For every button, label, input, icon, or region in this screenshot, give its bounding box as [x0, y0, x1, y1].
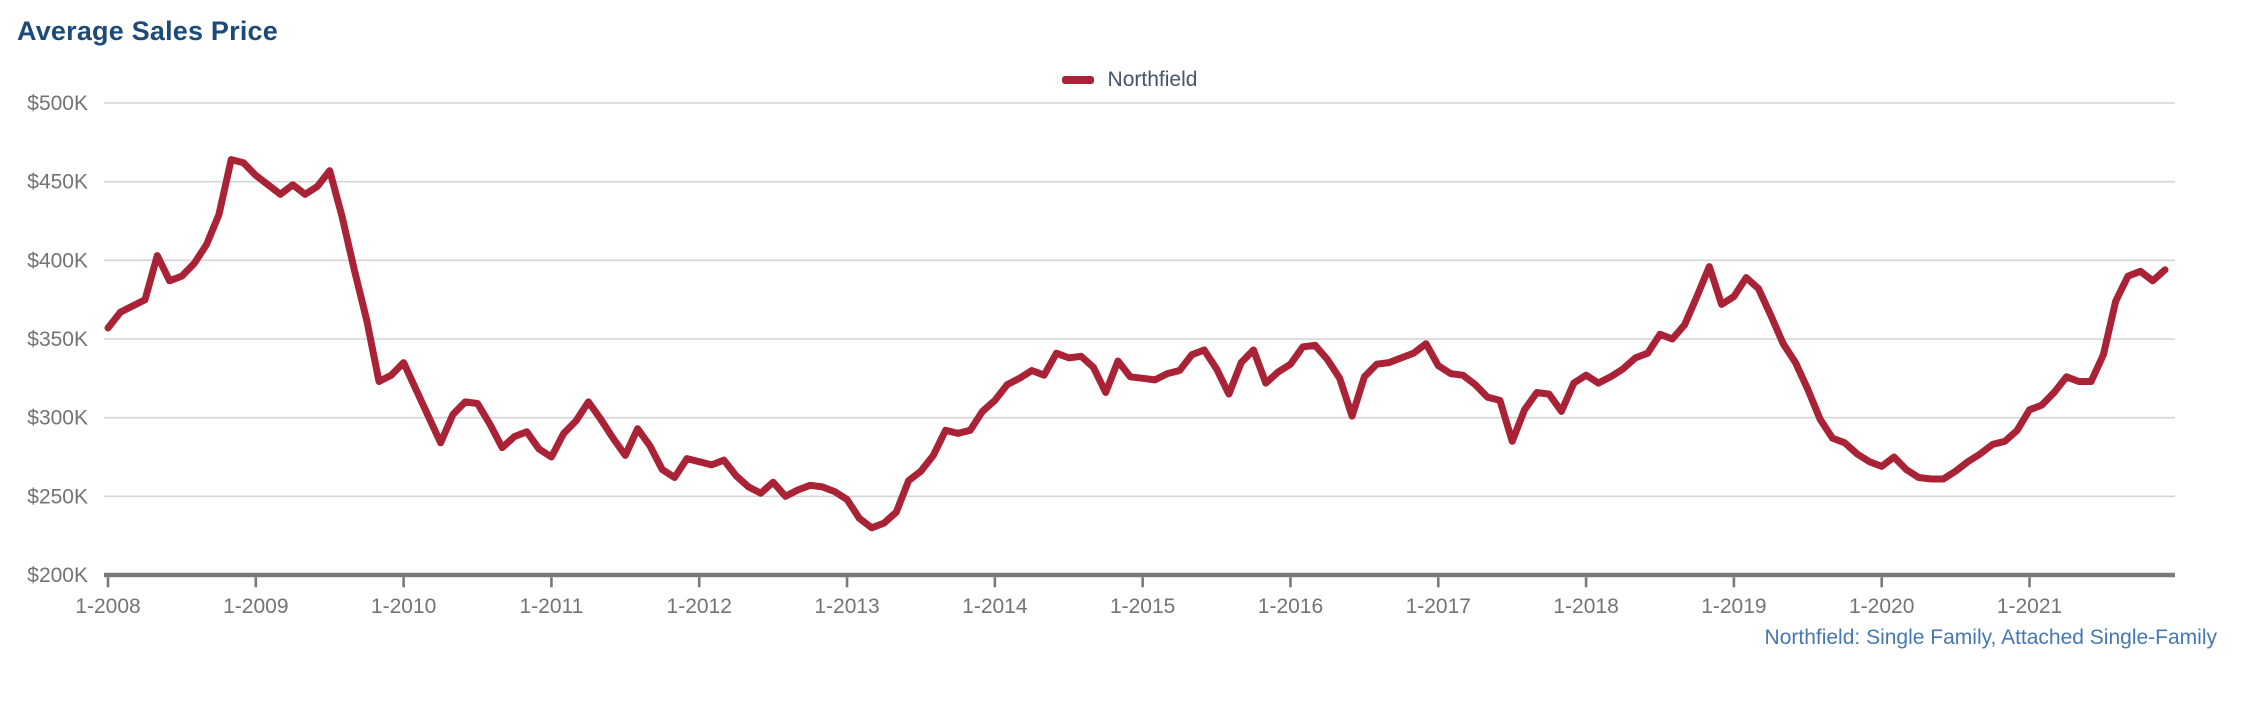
x-tick-label: 1-2013 — [814, 595, 879, 618]
x-tick-label: 1-2011 — [520, 595, 584, 618]
x-tick-label: 1-2017 — [1406, 595, 1471, 618]
y-tick-label: $200K — [27, 564, 88, 587]
x-tick-label: 1-2016 — [1258, 595, 1323, 618]
x-tick-label: 1-2018 — [1553, 595, 1618, 618]
x-tick-label: 1-2009 — [223, 595, 288, 618]
y-tick-label: $450K — [27, 171, 88, 194]
legend-line-swatch — [1061, 76, 1094, 84]
chart-legend: Northfield — [0, 68, 2259, 92]
x-tick-label: 1-2019 — [1701, 595, 1766, 618]
x-tick-label: 1-2010 — [371, 595, 436, 618]
x-tick-label: 1-2014 — [962, 595, 1028, 618]
sales-price-line — [104, 156, 2169, 532]
x-tick-label: 1-2008 — [75, 595, 140, 618]
chart-title: Average Sales Price — [17, 16, 278, 46]
y-tick-label: $500K — [27, 92, 88, 115]
legend-item-northfield: Northfield — [1061, 68, 1198, 92]
y-tick-label: $400K — [27, 249, 88, 272]
y-tick-label: $300K — [27, 407, 88, 430]
chart-footnote: Northfield: Single Family, Attached Sing… — [1764, 626, 2217, 649]
x-tick-label: 1-2012 — [667, 595, 732, 618]
y-tick-label: $250K — [27, 485, 88, 508]
x-tick-label: 1-2020 — [1849, 595, 1914, 618]
x-tick-label: 1-2021 — [1997, 595, 2062, 618]
y-tick-label: $350K — [27, 328, 88, 351]
x-tick-label: 1-2015 — [1110, 595, 1175, 618]
legend-label: Northfield — [1107, 68, 1198, 91]
